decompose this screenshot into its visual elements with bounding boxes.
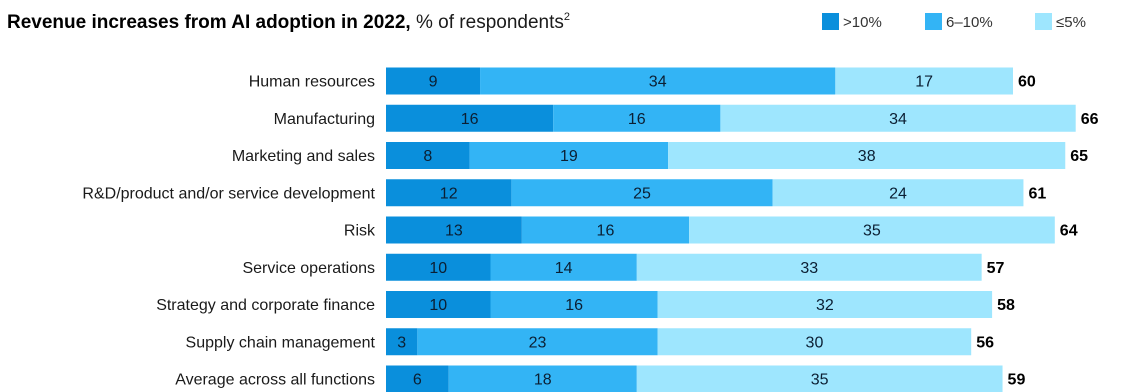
bar-segment <box>553 104 721 132</box>
segment-value-label: 16 <box>565 297 583 314</box>
bar-segment <box>636 253 982 281</box>
bar-segment <box>835 67 1013 95</box>
segment-value-label: 16 <box>628 111 646 128</box>
segment-value-label: 16 <box>461 111 479 128</box>
chart-title-footnote: 2 <box>564 11 570 23</box>
bar-segment <box>490 253 637 281</box>
segment-value-label: 38 <box>858 148 876 165</box>
segment-value-label: 34 <box>889 111 907 128</box>
segment-value-label: 19 <box>560 148 578 165</box>
chart-title: Revenue increases from AI adoption in 20… <box>7 11 570 33</box>
bar-segment <box>386 104 554 132</box>
bar-segment <box>657 328 972 356</box>
bar-segment <box>668 142 1066 169</box>
bar-segment <box>386 67 481 95</box>
category-label: Average across all functions <box>175 372 375 389</box>
bar-segment <box>689 216 1055 244</box>
segment-value-label: 17 <box>915 74 933 91</box>
bar-segment <box>386 179 512 207</box>
segment-value-label: 12 <box>440 185 458 202</box>
category-label: Manufacturing <box>274 111 375 128</box>
category-label: Service operations <box>242 260 375 277</box>
segment-value-label: 8 <box>423 148 432 165</box>
total-value-label: 65 <box>1070 148 1088 165</box>
bar-segment <box>636 365 1003 392</box>
segment-value-label: 16 <box>597 223 615 240</box>
bar-segment <box>386 365 449 392</box>
legend: >10% 6–10% ≤5% <box>822 13 1086 31</box>
legend-swatch <box>925 13 942 30</box>
category-label: Supply chain management <box>186 334 376 351</box>
bar-segment <box>480 67 836 95</box>
bar-segment <box>772 179 1024 207</box>
legend-label: ≤5% <box>1056 14 1086 31</box>
bar-segment <box>386 328 418 356</box>
segment-value-label: 14 <box>555 260 573 277</box>
segment-value-label: 35 <box>863 223 881 240</box>
bar-segment <box>511 179 773 207</box>
category-label: Strategy and corporate finance <box>156 297 375 314</box>
bar-segment <box>720 104 1076 132</box>
segment-value-label: 24 <box>889 185 907 202</box>
segment-value-label: 34 <box>649 74 667 91</box>
segment-value-label: 25 <box>633 185 651 202</box>
segment-value-label: 10 <box>429 260 447 277</box>
total-value-label: 60 <box>1018 74 1036 91</box>
bar-segment <box>417 328 658 356</box>
bar-segment <box>469 142 669 169</box>
segment-value-label: 9 <box>429 74 438 91</box>
segment-value-label: 13 <box>445 223 463 240</box>
category-label: Marketing and sales <box>232 148 375 165</box>
bar-segment <box>386 142 470 169</box>
segment-value-label: 32 <box>816 297 834 314</box>
bar-segment <box>386 216 522 244</box>
category-label: R&D/product and/or service development <box>82 185 375 202</box>
segment-value-label: 35 <box>811 372 829 389</box>
legend-swatch <box>822 13 839 30</box>
total-value-label: 59 <box>1008 372 1026 389</box>
bar-segment <box>521 216 690 244</box>
total-value-label: 56 <box>976 334 994 351</box>
total-value-label: 64 <box>1060 223 1078 240</box>
chart-title-bold: Revenue increases from AI adoption in 20… <box>7 12 411 33</box>
bar-segment <box>448 365 637 392</box>
legend-label: >10% <box>843 14 882 31</box>
segment-value-label: 33 <box>800 260 818 277</box>
legend-swatch <box>1035 13 1052 30</box>
bar-segment <box>386 253 491 281</box>
bars: Human resources 9 34 17 60 Manufacturing 16 16 3… <box>82 67 1099 392</box>
legend-label: 6–10% <box>946 14 993 31</box>
bar-segment <box>386 291 491 318</box>
segment-value-label: 10 <box>429 297 447 314</box>
total-value-label: 58 <box>997 297 1015 314</box>
bar-segment <box>490 291 658 318</box>
segment-value-label: 23 <box>529 334 547 351</box>
segment-value-label: 6 <box>413 372 422 389</box>
segment-value-label: 30 <box>806 334 824 351</box>
total-value-label: 66 <box>1081 111 1099 128</box>
total-value-label: 57 <box>987 260 1005 277</box>
segment-value-label: 18 <box>534 372 552 389</box>
total-value-label: 61 <box>1028 185 1046 202</box>
segment-value-label: 3 <box>397 334 406 351</box>
bar-segment <box>657 291 993 318</box>
category-label: Human resources <box>249 74 375 91</box>
chart-title-rest: % of respondents <box>411 12 564 33</box>
category-label: Risk <box>344 223 376 240</box>
